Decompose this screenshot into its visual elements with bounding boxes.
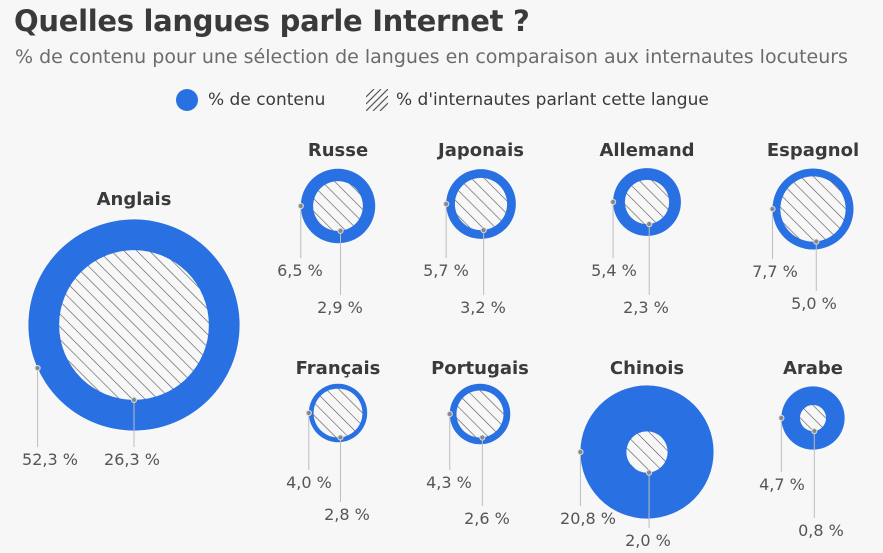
language-name-anglais: Anglais <box>97 189 172 210</box>
speakers-value-label-espagnol: 5,0 % <box>791 294 837 313</box>
language-name-allemand: Allemand <box>599 140 694 161</box>
legend-item-speakers: % d'internautes parlant cette langue <box>366 89 709 111</box>
language-name-japonais: Japonais <box>436 140 524 161</box>
content-marker-francais <box>305 409 312 417</box>
content-value-label-allemand: 5,4 % <box>591 261 637 280</box>
speakers-marker-portugais <box>479 434 486 441</box>
content-marker-chinois <box>577 448 584 456</box>
speakers-bubble-francais <box>313 388 363 438</box>
content-marker-espagnol <box>769 205 776 213</box>
bubble-group-arabe: Arabe 4,7 % 0,8 % <box>759 358 845 540</box>
content-value-label-chinois: 20,8 % <box>560 509 616 528</box>
bubble-group-espagnol: Espagnol 7,7 % 5,0 % <box>752 140 859 313</box>
content-value-label-japonais: 5,7 % <box>423 261 469 280</box>
bubble-group-anglais: Anglais 52,3 % 26,3 % <box>22 189 240 469</box>
language-name-espagnol: Espagnol <box>767 140 859 161</box>
legend-label-content: % de contenu <box>208 90 326 110</box>
legend-label-speakers: % d'internautes parlant cette langue <box>396 90 709 110</box>
filled-circle-icon <box>176 89 198 111</box>
chart-subtitle: % de contenu pour une sélection de langu… <box>15 46 848 68</box>
chart-title: Quelles langues parle Internet ? <box>14 4 530 38</box>
language-name-chinois: Chinois <box>610 358 684 379</box>
bubble-group-chinois: Chinois 20,8 % 2,0 % <box>560 358 714 550</box>
speakers-value-label-francais: 2,8 % <box>324 505 370 524</box>
legend-item-content: % de contenu <box>176 89 325 111</box>
speakers-value-label-japonais: 3,2 % <box>460 298 506 317</box>
speakers-marker-japonais <box>480 227 487 234</box>
language-name-portugais: Portugais <box>431 358 529 379</box>
speakers-bubble-japonais <box>454 177 508 231</box>
legend: % de contenu % d'internautes parlant cet… <box>0 89 883 117</box>
speakers-marker-russe <box>337 227 344 234</box>
speakers-value-label-allemand: 2,3 % <box>623 298 669 317</box>
speakers-value-label-arabe: 0,8 % <box>798 521 844 540</box>
speakers-value-label-russe: 2,9 % <box>317 298 363 317</box>
bubble-group-francais: Français 4,0 % 2,8 % <box>286 358 380 524</box>
hatch-icon <box>366 89 388 111</box>
language-name-arabe: Arabe <box>783 358 843 379</box>
content-value-label-russe: 6,5 % <box>277 261 323 280</box>
content-marker-russe <box>297 202 304 210</box>
speakers-marker-espagnol <box>813 238 820 245</box>
content-value-label-espagnol: 7,7 % <box>752 262 798 281</box>
bubble-group-russe: Russe 6,5 % 2,9 % <box>277 140 376 317</box>
content-marker-anglais <box>34 364 41 372</box>
speakers-value-label-chinois: 2,0 % <box>625 531 671 550</box>
speakers-marker-arabe <box>811 427 818 435</box>
language-name-francais: Français <box>296 358 381 379</box>
content-marker-japonais <box>443 200 450 208</box>
speakers-bubble-chinois <box>626 431 668 473</box>
bubble-group-portugais: Portugais 4,3 % 2,6 % <box>426 358 529 528</box>
content-marker-allemand <box>609 198 617 206</box>
speakers-marker-anglais <box>130 396 138 403</box>
speakers-bubble-espagnol <box>780 176 846 242</box>
content-value-label-anglais: 52,3 % <box>22 450 78 469</box>
content-value-label-portugais: 4,3 % <box>426 473 472 492</box>
speakers-bubble-allemand <box>624 179 670 225</box>
speakers-marker-chinois <box>645 469 653 476</box>
content-value-label-francais: 4,0 % <box>286 473 332 492</box>
content-marker-arabe <box>778 414 785 422</box>
content-marker-portugais <box>446 410 453 418</box>
speakers-value-label-portugais: 2,6 % <box>464 509 510 528</box>
speakers-bubble-russe <box>313 181 363 231</box>
bubble-group-japonais: Japonais 5,7 % 3,2 % <box>423 140 524 317</box>
speakers-value-label-anglais: 26,3 % <box>104 450 160 469</box>
speakers-bubble-arabe <box>799 404 827 432</box>
speakers-bubble-portugais <box>456 390 504 438</box>
speakers-bubble-anglais <box>59 250 209 400</box>
language-name-russe: Russe <box>308 140 368 161</box>
speakers-marker-allemand <box>646 221 653 228</box>
content-value-label-arabe: 4,7 % <box>759 475 805 494</box>
speakers-marker-francais <box>337 434 344 441</box>
bubble-group-allemand: Allemand 5,4 % 2,3 % <box>591 140 694 317</box>
